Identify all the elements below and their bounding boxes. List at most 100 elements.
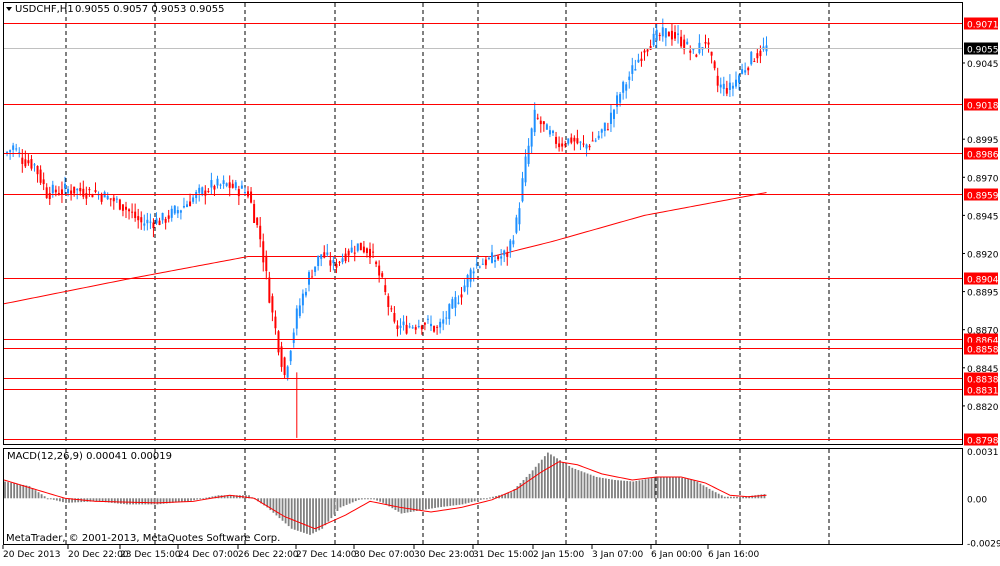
macd-histogram-bar (726, 496, 729, 499)
candle (179, 209, 182, 220)
candle-body (33, 164, 36, 166)
candle-body (664, 28, 667, 38)
macd-histogram-bar (205, 497, 208, 499)
candle (716, 67, 719, 93)
candle (661, 18, 664, 42)
candle (731, 82, 734, 97)
macd-histogram-bar (583, 472, 586, 499)
candle (195, 189, 198, 204)
candle (207, 188, 210, 194)
candle-body (207, 190, 210, 192)
macd-histogram-bar (415, 498, 418, 511)
level-label: 0.8838 (967, 376, 999, 386)
macd-histogram-bar (623, 480, 626, 499)
candle (722, 76, 725, 97)
current-price-label: 0.9055 (967, 46, 999, 56)
symbol-dropdown-icon[interactable] (6, 7, 12, 11)
candle-body (408, 326, 411, 328)
candle (399, 318, 402, 335)
candle (137, 208, 140, 229)
candle (149, 213, 152, 230)
candle-body (219, 184, 222, 186)
candle-body (164, 218, 167, 223)
candle (658, 32, 661, 41)
candle-body (152, 222, 155, 229)
candle-body (570, 137, 573, 143)
macd-histogram-bar (525, 476, 528, 499)
candle (512, 235, 515, 248)
macd-histogram-bar (665, 476, 668, 499)
candle (542, 120, 545, 132)
candle-body (170, 208, 173, 218)
candle-body (649, 46, 652, 50)
macd-histogram-bar (394, 498, 397, 510)
macd-histogram-bar (284, 498, 287, 524)
candle-body (725, 88, 728, 94)
candle (738, 73, 741, 91)
vertical-grid (65, 3, 830, 544)
candle-body (417, 326, 420, 328)
macd-histogram-bar (214, 495, 217, 499)
candle-body (381, 273, 384, 277)
candle-body (359, 242, 362, 251)
candle-body (378, 265, 381, 276)
macd-histogram-bar (751, 495, 754, 499)
candle-body (375, 261, 378, 265)
candle-body (247, 191, 249, 197)
macd-histogram-bar (348, 498, 351, 504)
macd-histogram-bar (745, 496, 748, 499)
candle (411, 325, 414, 329)
candle (259, 216, 262, 248)
candle (356, 243, 359, 253)
candle-body (57, 192, 60, 195)
candle-body (301, 293, 304, 306)
macd-histogram-bar (675, 476, 677, 499)
candle (469, 267, 472, 288)
macd-histogram-bar (690, 479, 693, 499)
candle-body (137, 216, 140, 221)
candle (167, 209, 170, 223)
candle (94, 182, 97, 194)
candle-body (387, 296, 390, 308)
candle (359, 242, 362, 251)
macd-histogram-bar (519, 483, 522, 499)
macd-histogram-bar (287, 498, 290, 527)
quote-values: 0.9055 0.9057 0.9053 0.9055 (75, 4, 225, 15)
candle-body (545, 124, 548, 130)
macd-histogram-bar (367, 498, 369, 500)
candle (677, 25, 680, 44)
candle-body (259, 225, 262, 240)
macd-histogram-bar (31, 488, 34, 499)
candle-body (677, 33, 680, 35)
macd-histogram-bar (171, 498, 174, 503)
candle-body (12, 145, 15, 150)
candle (338, 260, 341, 267)
macd-histogram-bar (629, 481, 632, 499)
macd-histogram-bar (382, 498, 385, 503)
price-tick-label: 0.8845 (967, 365, 999, 375)
candle-body (494, 260, 497, 262)
candle-body (606, 129, 609, 131)
candle-body (155, 218, 158, 224)
candle-body (237, 189, 240, 197)
candle (670, 23, 673, 46)
macd-histogram-bar (116, 498, 119, 504)
candle (545, 123, 548, 130)
candle-body (365, 248, 368, 254)
level-label-box (964, 433, 998, 446)
macd-histogram-bar (46, 498, 49, 500)
macd-histogram-bar (345, 498, 348, 505)
macd-histogram-bar (235, 495, 238, 499)
macd-histogram-bar (68, 498, 70, 503)
macd-histogram-bar (92, 498, 95, 502)
candle (295, 305, 298, 336)
macd-histogram-bar (620, 480, 622, 499)
candle (457, 295, 460, 305)
candle-body (48, 193, 51, 200)
levels-layer (4, 23, 962, 440)
candle (192, 194, 195, 204)
candle (283, 356, 286, 379)
candle-body (115, 198, 118, 200)
candle (250, 187, 253, 204)
